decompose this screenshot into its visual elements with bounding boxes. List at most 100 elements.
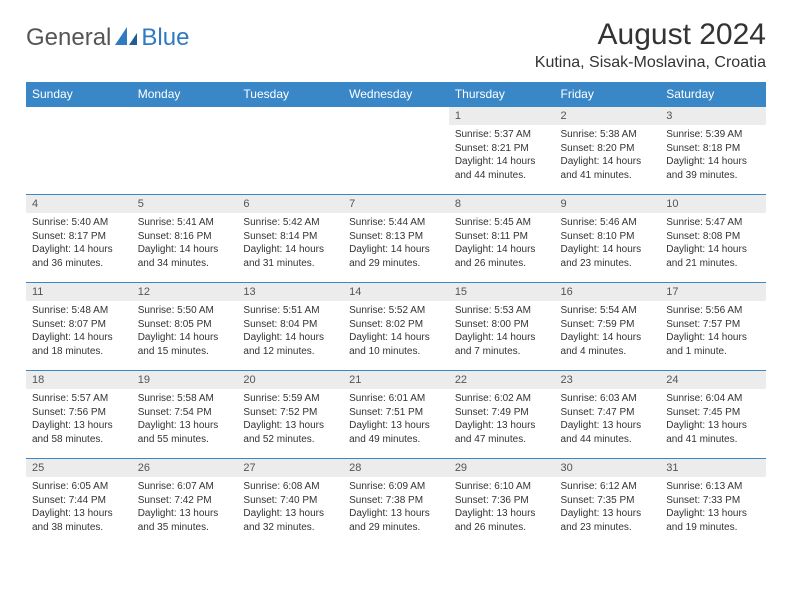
calendar-body: 1Sunrise: 5:37 AMSunset: 8:21 PMDaylight… (26, 107, 766, 547)
day-number: 28 (343, 459, 449, 477)
day-details: Sunrise: 5:45 AMSunset: 8:11 PMDaylight:… (449, 213, 555, 273)
day-number: 5 (132, 195, 238, 213)
calendar-day-cell: 29Sunrise: 6:10 AMSunset: 7:36 PMDayligh… (449, 459, 555, 547)
day-number: 3 (660, 107, 766, 125)
calendar-day-cell: 6Sunrise: 5:42 AMSunset: 8:14 PMDaylight… (237, 195, 343, 283)
day-number: 6 (237, 195, 343, 213)
day-details: Sunrise: 5:40 AMSunset: 8:17 PMDaylight:… (26, 213, 132, 273)
calendar-day-cell: 17Sunrise: 5:56 AMSunset: 7:57 PMDayligh… (660, 283, 766, 371)
calendar-day-cell: 30Sunrise: 6:12 AMSunset: 7:35 PMDayligh… (555, 459, 661, 547)
calendar-week-row: 11Sunrise: 5:48 AMSunset: 8:07 PMDayligh… (26, 283, 766, 371)
calendar-day-cell: 8Sunrise: 5:45 AMSunset: 8:11 PMDaylight… (449, 195, 555, 283)
calendar-week-row: 18Sunrise: 5:57 AMSunset: 7:56 PMDayligh… (26, 371, 766, 459)
calendar-day-cell (132, 107, 238, 195)
day-details: Sunrise: 5:47 AMSunset: 8:08 PMDaylight:… (660, 213, 766, 273)
day-details: Sunrise: 6:12 AMSunset: 7:35 PMDaylight:… (555, 477, 661, 537)
day-details: Sunrise: 5:41 AMSunset: 8:16 PMDaylight:… (132, 213, 238, 273)
calendar-day-cell: 21Sunrise: 6:01 AMSunset: 7:51 PMDayligh… (343, 371, 449, 459)
day-number: 30 (555, 459, 661, 477)
calendar-day-cell: 23Sunrise: 6:03 AMSunset: 7:47 PMDayligh… (555, 371, 661, 459)
weekday-header: Wednesday (343, 82, 449, 107)
day-number: 12 (132, 283, 238, 301)
day-number: 2 (555, 107, 661, 125)
calendar-week-row: 4Sunrise: 5:40 AMSunset: 8:17 PMDaylight… (26, 195, 766, 283)
day-number: 27 (237, 459, 343, 477)
calendar-day-cell: 19Sunrise: 5:58 AMSunset: 7:54 PMDayligh… (132, 371, 238, 459)
calendar-day-cell (343, 107, 449, 195)
day-details: Sunrise: 5:37 AMSunset: 8:21 PMDaylight:… (449, 125, 555, 185)
calendar-day-cell: 18Sunrise: 5:57 AMSunset: 7:56 PMDayligh… (26, 371, 132, 459)
calendar-day-cell: 7Sunrise: 5:44 AMSunset: 8:13 PMDaylight… (343, 195, 449, 283)
day-number: 4 (26, 195, 132, 213)
calendar-day-cell: 4Sunrise: 5:40 AMSunset: 8:17 PMDaylight… (26, 195, 132, 283)
day-number: 17 (660, 283, 766, 301)
header: General Blue August 2024 Kutina, Sisak-M… (26, 18, 766, 72)
day-details: Sunrise: 6:03 AMSunset: 7:47 PMDaylight:… (555, 389, 661, 449)
day-number: 26 (132, 459, 238, 477)
title-block: August 2024 Kutina, Sisak-Moslavina, Cro… (535, 18, 766, 72)
calendar-week-row: 25Sunrise: 6:05 AMSunset: 7:44 PMDayligh… (26, 459, 766, 547)
day-details: Sunrise: 6:04 AMSunset: 7:45 PMDaylight:… (660, 389, 766, 449)
day-details: Sunrise: 6:07 AMSunset: 7:42 PMDaylight:… (132, 477, 238, 537)
day-details: Sunrise: 5:51 AMSunset: 8:04 PMDaylight:… (237, 301, 343, 361)
calendar-day-cell: 13Sunrise: 5:51 AMSunset: 8:04 PMDayligh… (237, 283, 343, 371)
calendar-day-cell: 26Sunrise: 6:07 AMSunset: 7:42 PMDayligh… (132, 459, 238, 547)
day-number: 31 (660, 459, 766, 477)
calendar-day-cell: 16Sunrise: 5:54 AMSunset: 7:59 PMDayligh… (555, 283, 661, 371)
calendar-day-cell: 27Sunrise: 6:08 AMSunset: 7:40 PMDayligh… (237, 459, 343, 547)
calendar-day-cell: 11Sunrise: 5:48 AMSunset: 8:07 PMDayligh… (26, 283, 132, 371)
logo-text-general: General (26, 24, 111, 52)
calendar-day-cell: 9Sunrise: 5:46 AMSunset: 8:10 PMDaylight… (555, 195, 661, 283)
weekday-header: Sunday (26, 82, 132, 107)
calendar-day-cell: 22Sunrise: 6:02 AMSunset: 7:49 PMDayligh… (449, 371, 555, 459)
page-title: August 2024 (535, 18, 766, 52)
day-number: 29 (449, 459, 555, 477)
day-details: Sunrise: 6:01 AMSunset: 7:51 PMDaylight:… (343, 389, 449, 449)
day-details: Sunrise: 6:05 AMSunset: 7:44 PMDaylight:… (26, 477, 132, 537)
calendar-day-cell: 31Sunrise: 6:13 AMSunset: 7:33 PMDayligh… (660, 459, 766, 547)
calendar-day-cell: 10Sunrise: 5:47 AMSunset: 8:08 PMDayligh… (660, 195, 766, 283)
calendar-day-cell: 28Sunrise: 6:09 AMSunset: 7:38 PMDayligh… (343, 459, 449, 547)
sail-icon (113, 25, 139, 52)
weekday-header-row: SundayMondayTuesdayWednesdayThursdayFrid… (26, 82, 766, 107)
day-details: Sunrise: 5:38 AMSunset: 8:20 PMDaylight:… (555, 125, 661, 185)
day-number: 16 (555, 283, 661, 301)
day-number: 10 (660, 195, 766, 213)
day-number: 19 (132, 371, 238, 389)
day-details: Sunrise: 5:58 AMSunset: 7:54 PMDaylight:… (132, 389, 238, 449)
day-details: Sunrise: 5:39 AMSunset: 8:18 PMDaylight:… (660, 125, 766, 185)
calendar-day-cell: 2Sunrise: 5:38 AMSunset: 8:20 PMDaylight… (555, 107, 661, 195)
calendar-day-cell: 12Sunrise: 5:50 AMSunset: 8:05 PMDayligh… (132, 283, 238, 371)
day-details: Sunrise: 6:02 AMSunset: 7:49 PMDaylight:… (449, 389, 555, 449)
day-details: Sunrise: 6:09 AMSunset: 7:38 PMDaylight:… (343, 477, 449, 537)
day-number: 24 (660, 371, 766, 389)
day-details: Sunrise: 5:50 AMSunset: 8:05 PMDaylight:… (132, 301, 238, 361)
day-details: Sunrise: 5:44 AMSunset: 8:13 PMDaylight:… (343, 213, 449, 273)
day-number: 11 (26, 283, 132, 301)
weekday-header: Tuesday (237, 82, 343, 107)
weekday-header: Friday (555, 82, 661, 107)
day-number: 1 (449, 107, 555, 125)
calendar-day-cell: 3Sunrise: 5:39 AMSunset: 8:18 PMDaylight… (660, 107, 766, 195)
calendar-day-cell: 20Sunrise: 5:59 AMSunset: 7:52 PMDayligh… (237, 371, 343, 459)
calendar-day-cell: 24Sunrise: 6:04 AMSunset: 7:45 PMDayligh… (660, 371, 766, 459)
calendar-day-cell (237, 107, 343, 195)
calendar-table: SundayMondayTuesdayWednesdayThursdayFrid… (26, 82, 766, 547)
day-number: 9 (555, 195, 661, 213)
day-details: Sunrise: 6:13 AMSunset: 7:33 PMDaylight:… (660, 477, 766, 537)
day-number: 18 (26, 371, 132, 389)
day-number: 25 (26, 459, 132, 477)
day-details: Sunrise: 5:57 AMSunset: 7:56 PMDaylight:… (26, 389, 132, 449)
weekday-header: Thursday (449, 82, 555, 107)
day-number: 20 (237, 371, 343, 389)
calendar-day-cell: 1Sunrise: 5:37 AMSunset: 8:21 PMDaylight… (449, 107, 555, 195)
weekday-header: Monday (132, 82, 238, 107)
calendar-day-cell (26, 107, 132, 195)
day-details: Sunrise: 5:48 AMSunset: 8:07 PMDaylight:… (26, 301, 132, 361)
logo: General Blue (26, 18, 189, 52)
day-number: 7 (343, 195, 449, 213)
day-details: Sunrise: 5:42 AMSunset: 8:14 PMDaylight:… (237, 213, 343, 273)
calendar-week-row: 1Sunrise: 5:37 AMSunset: 8:21 PMDaylight… (26, 107, 766, 195)
logo-text-blue: Blue (141, 24, 189, 52)
day-number: 15 (449, 283, 555, 301)
